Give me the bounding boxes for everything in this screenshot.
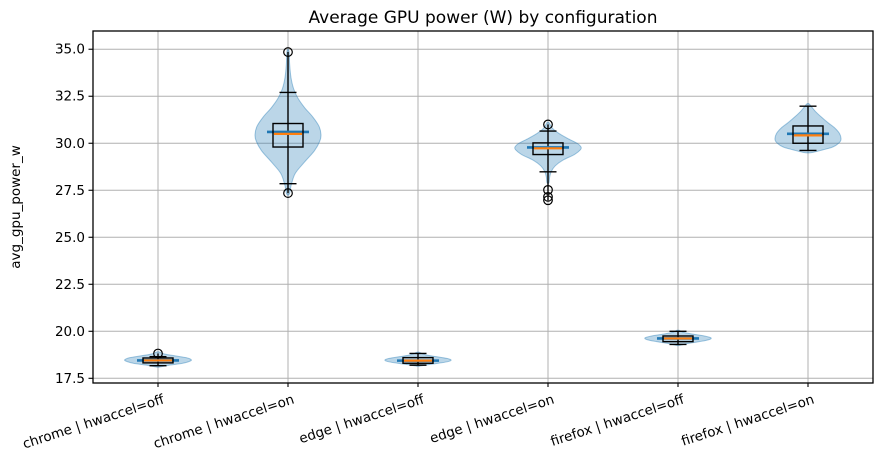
y-axis-ticks: 17.5 20.0 22.5 25.0 27.5 30.0 32.5 35.0	[55, 42, 93, 387]
iqr-box	[272, 122, 304, 148]
outlier-point	[543, 184, 553, 195]
x-tick-label: firefox | hwaccel=off	[549, 391, 687, 450]
y-tick-label: 17.5	[55, 371, 85, 387]
y-tick-label: 20.0	[55, 324, 85, 340]
outlier-point	[543, 195, 553, 206]
outlier-point	[283, 188, 293, 198]
y-axis-label: avg_gpu_power_w	[8, 145, 24, 269]
x-tick-label: edge | hwaccel=off	[297, 391, 427, 447]
outlier-point	[283, 47, 293, 57]
iqr-box	[402, 356, 434, 364]
chart-title: Average GPU power (W) by configuration	[309, 8, 658, 28]
y-tick-label: 25.0	[55, 230, 85, 246]
outlier-point	[153, 348, 163, 359]
iqr-box	[792, 125, 824, 144]
iqr-box	[532, 142, 564, 156]
outlier-point	[543, 119, 553, 130]
y-tick-label: 30.0	[55, 136, 85, 152]
x-tick-label: firefox | hwaccel=on	[679, 392, 816, 450]
y-tick-label: 32.5	[55, 89, 85, 105]
iqr-box	[662, 335, 694, 343]
outlier-point	[543, 191, 553, 202]
x-tick-label: chrome | hwaccel=off	[21, 391, 167, 452]
box-plots	[137, 47, 829, 367]
x-tick-label: chrome | hwaccel=on	[152, 392, 297, 453]
x-tick-label: edge | hwaccel=on	[428, 392, 556, 447]
y-tick-label: 35.0	[55, 42, 85, 58]
grid-lines	[93, 31, 873, 383]
plot-frame	[92, 30, 874, 384]
violin-bodies	[124, 48, 842, 368]
y-tick-label: 27.5	[55, 183, 85, 199]
y-tick-label: 22.5	[55, 277, 85, 293]
